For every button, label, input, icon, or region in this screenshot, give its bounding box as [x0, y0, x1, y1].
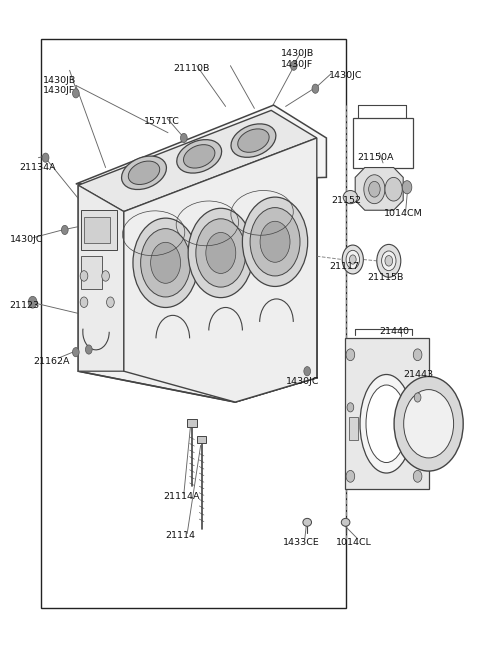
Circle shape	[102, 271, 109, 281]
Text: 21443: 21443	[403, 370, 433, 379]
Polygon shape	[355, 168, 403, 210]
Circle shape	[28, 296, 37, 308]
Polygon shape	[124, 138, 317, 402]
Text: 21150A: 21150A	[358, 153, 394, 162]
Bar	[349, 417, 358, 440]
Ellipse shape	[121, 156, 167, 189]
Ellipse shape	[341, 518, 350, 526]
Circle shape	[250, 208, 300, 276]
Circle shape	[206, 233, 236, 273]
Text: 21123: 21123	[10, 301, 40, 310]
Circle shape	[141, 229, 191, 297]
Ellipse shape	[177, 140, 222, 173]
Text: 1014CM: 1014CM	[384, 209, 423, 218]
Text: 21117: 21117	[329, 261, 359, 271]
Text: 21440: 21440	[379, 327, 409, 336]
Bar	[41, 39, 346, 608]
Text: 21114: 21114	[166, 531, 196, 540]
Polygon shape	[78, 185, 124, 371]
Circle shape	[133, 218, 198, 307]
Circle shape	[80, 271, 88, 281]
Text: 21110B: 21110B	[173, 64, 209, 74]
Bar	[345, 338, 429, 489]
Ellipse shape	[238, 129, 269, 152]
Circle shape	[364, 175, 385, 204]
Text: 1430JC: 1430JC	[10, 235, 43, 244]
Circle shape	[72, 89, 79, 98]
Circle shape	[413, 470, 422, 482]
Ellipse shape	[183, 145, 215, 168]
Circle shape	[346, 250, 360, 269]
Text: 21162A: 21162A	[34, 357, 70, 366]
Text: 1433CE: 1433CE	[283, 537, 320, 547]
Circle shape	[196, 219, 246, 287]
Text: 1014CL: 1014CL	[336, 537, 372, 547]
Circle shape	[346, 349, 355, 361]
Ellipse shape	[128, 161, 160, 185]
Text: 1430JC: 1430JC	[286, 376, 319, 386]
Circle shape	[414, 393, 421, 402]
Text: 1430JB
1430JF: 1430JB 1430JF	[43, 76, 76, 95]
Bar	[81, 256, 102, 289]
Circle shape	[72, 348, 79, 357]
Circle shape	[80, 297, 88, 307]
Circle shape	[188, 208, 253, 298]
Circle shape	[369, 181, 380, 197]
Polygon shape	[78, 110, 317, 402]
Circle shape	[180, 133, 187, 143]
Bar	[81, 210, 117, 250]
Circle shape	[377, 244, 401, 277]
Circle shape	[404, 390, 454, 458]
Bar	[197, 436, 206, 443]
Ellipse shape	[343, 191, 358, 204]
Circle shape	[385, 177, 402, 201]
Circle shape	[290, 61, 297, 70]
Circle shape	[394, 376, 463, 471]
Polygon shape	[78, 110, 317, 212]
Text: 21134A: 21134A	[19, 163, 56, 172]
Circle shape	[402, 181, 412, 194]
Bar	[353, 118, 413, 168]
Circle shape	[107, 297, 114, 307]
Text: 1430JB
1430JF: 1430JB 1430JF	[281, 49, 314, 69]
Ellipse shape	[366, 385, 407, 463]
Bar	[84, 217, 110, 243]
Circle shape	[342, 245, 363, 274]
Circle shape	[312, 84, 319, 93]
Ellipse shape	[303, 518, 312, 526]
Polygon shape	[76, 105, 326, 184]
Text: 21114A: 21114A	[163, 491, 200, 501]
Circle shape	[61, 225, 68, 235]
Circle shape	[349, 255, 356, 264]
Circle shape	[85, 345, 92, 354]
Circle shape	[347, 403, 354, 412]
Circle shape	[42, 153, 49, 162]
Circle shape	[413, 349, 422, 361]
Circle shape	[385, 256, 393, 266]
Circle shape	[346, 470, 355, 482]
Circle shape	[151, 242, 180, 283]
Text: 1430JC: 1430JC	[329, 71, 362, 80]
Circle shape	[382, 251, 396, 271]
Text: 21152: 21152	[331, 196, 361, 205]
Circle shape	[260, 221, 290, 262]
Circle shape	[242, 197, 308, 286]
Ellipse shape	[231, 124, 276, 157]
Bar	[187, 419, 197, 427]
Circle shape	[304, 367, 311, 376]
Text: 1571TC: 1571TC	[144, 117, 180, 126]
Ellipse shape	[360, 374, 413, 473]
Text: 21115B: 21115B	[367, 273, 404, 282]
